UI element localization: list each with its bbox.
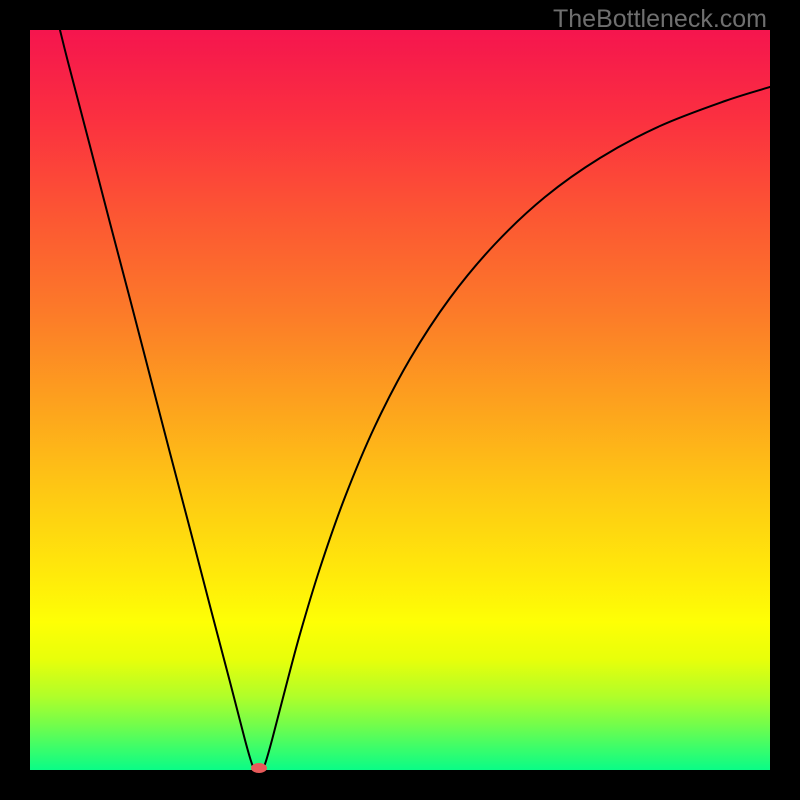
watermark: TheBottleneck.com — [553, 5, 767, 34]
chart-svg — [30, 30, 770, 770]
chart-frame: TheBottleneck.com — [0, 0, 800, 800]
optimum-marker — [251, 763, 267, 773]
plot-area — [30, 30, 770, 770]
chart-background — [30, 30, 770, 770]
